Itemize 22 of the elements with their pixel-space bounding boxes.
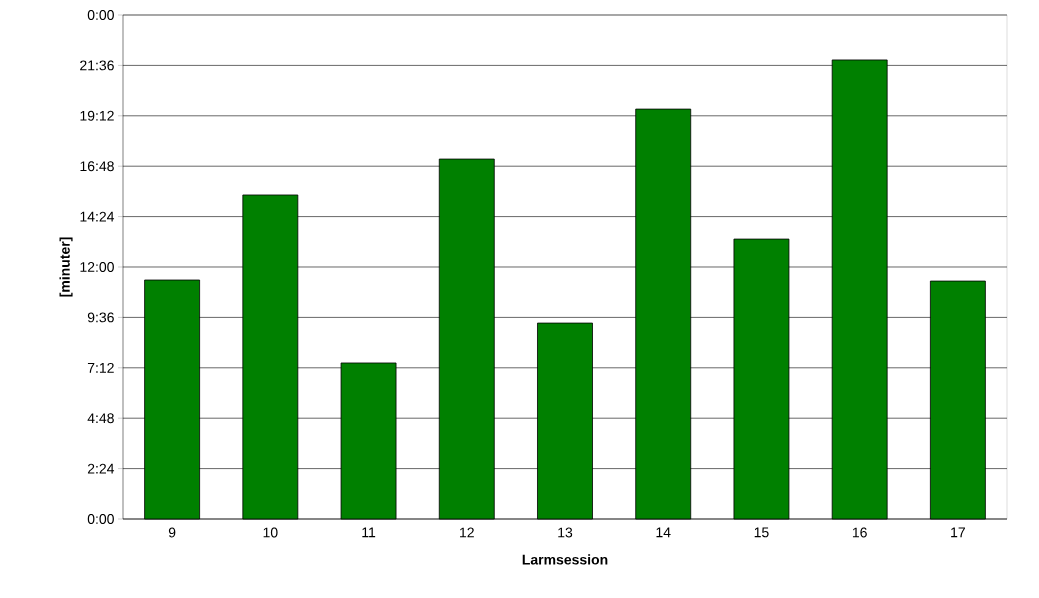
y-tick-label: 0:00 [87, 10, 114, 20]
x-tick-label: 11 [362, 527, 376, 538]
y-tick-label: 19:12 [80, 110, 114, 121]
y-tick-label: 7:12 [87, 362, 114, 373]
y-axis-title: [minuter] [59, 237, 73, 297]
x-tick-label: 9 [168, 527, 176, 538]
x-tick-label: 10 [263, 527, 278, 538]
x-tick-label: 15 [754, 527, 769, 538]
y-tick-label: 2:24 [87, 463, 115, 474]
y-tick-label: 16:48 [80, 161, 114, 172]
y-tick-label: 4:48 [87, 413, 114, 424]
y-tick-label: 9:36 [87, 312, 114, 323]
y-tick-label: 14:24 [80, 211, 115, 222]
x-tick-label: 16 [852, 527, 867, 538]
y-tick-label: 0:00 [87, 514, 114, 524]
y-tick-label: 21:36 [80, 60, 114, 71]
x-tick-label: 13 [558, 527, 573, 538]
x-tick-label: 12 [460, 527, 474, 538]
y-tick-label: 12:00 [80, 262, 114, 272]
x-tick-label: 17 [951, 527, 965, 538]
x-axis-title: Larmsession [522, 554, 608, 565]
x-tick-label: 14 [656, 527, 671, 538]
